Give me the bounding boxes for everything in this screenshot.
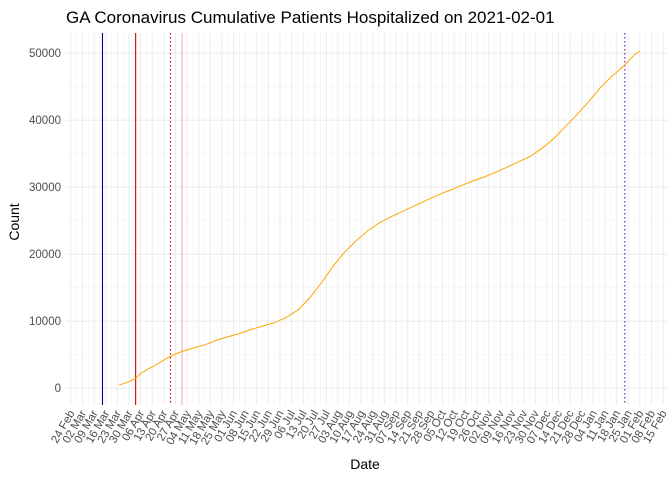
y-tick-label: 40000 [29, 115, 61, 127]
y-axis-title: Count [6, 203, 22, 240]
y-tick-label: 30000 [29, 182, 61, 194]
y-tick-label: 50000 [29, 48, 61, 60]
x-axis-title: Date [350, 456, 380, 472]
major-grid [66, 33, 668, 405]
y-tick-label: 0 [55, 383, 61, 395]
y-tick-label: 20000 [29, 249, 61, 261]
series-line [118, 50, 641, 386]
y-tick-label: 10000 [29, 316, 61, 328]
reference-lines [101, 33, 626, 405]
minor-grid [66, 33, 668, 405]
y-axis-ticks: 0 10000 20000 30000 40000 50000 [29, 48, 61, 395]
chart-title: GA Coronavirus Cumulative Patients Hospi… [66, 8, 555, 27]
